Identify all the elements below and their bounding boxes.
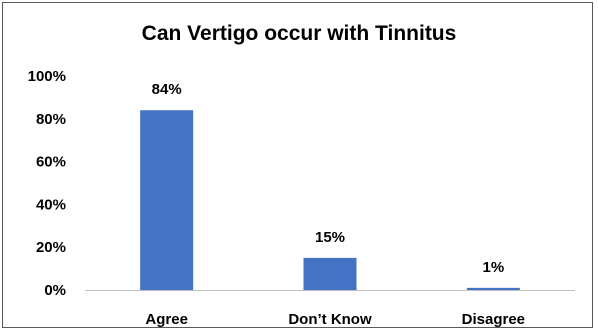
data-labels: 84% 15% 1% <box>152 81 505 276</box>
category-label: Don’t Know <box>288 311 372 328</box>
y-tick-label: 60% <box>36 154 66 171</box>
chart-frame <box>2 2 593 328</box>
data-label: 15% <box>315 229 345 246</box>
chart-title: Can Vertigo occur with Tinnitus <box>141 22 457 45</box>
y-axis-ticks: 0% 20% 40% 60% 80% 100% <box>28 68 66 299</box>
y-tick-label: 0% <box>44 282 66 299</box>
bar <box>303 257 357 290</box>
y-tick-label: 80% <box>36 111 66 128</box>
bar <box>466 287 520 290</box>
bars <box>140 110 520 291</box>
bar <box>140 110 194 291</box>
category-label: Agree <box>145 311 188 328</box>
data-label: 1% <box>482 259 504 276</box>
y-tick-label: 40% <box>36 196 66 213</box>
y-tick-label: 20% <box>36 239 66 256</box>
category-labels: Agree Don’t Know Disagree <box>145 311 525 328</box>
data-label: 84% <box>152 81 182 98</box>
category-label: Disagree <box>462 311 525 328</box>
y-tick-label: 100% <box>28 68 66 85</box>
